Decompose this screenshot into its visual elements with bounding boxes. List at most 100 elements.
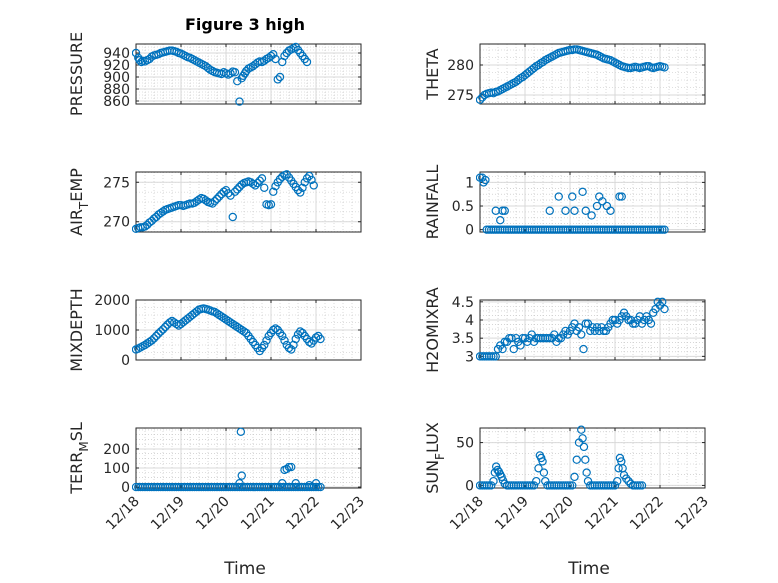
data-point (287, 462, 296, 472)
data-point (538, 457, 547, 466)
data-point (309, 181, 318, 190)
data-point (613, 476, 622, 486)
data-point (278, 331, 287, 341)
y-tick-label: 860 (103, 94, 130, 110)
data-point (578, 434, 587, 443)
data-point (660, 63, 669, 72)
data-point (269, 50, 278, 59)
data-point (583, 476, 593, 486)
y-axis-label: THETA (423, 48, 442, 100)
data-point (582, 468, 591, 477)
data-point (266, 200, 276, 209)
data-point (581, 455, 590, 464)
data-point (311, 333, 321, 342)
y-tick-label: 1000 (94, 323, 130, 339)
y-tick-label: 100 (103, 461, 130, 477)
data-point (280, 336, 289, 345)
data-point (302, 57, 312, 67)
data-point (236, 427, 246, 437)
data-point (233, 185, 242, 194)
y-tick-label: 3.5 (452, 331, 474, 347)
data-point (496, 215, 505, 225)
data-point (215, 192, 224, 201)
data-point (156, 327, 165, 336)
data-point (525, 481, 534, 490)
data-point (269, 325, 278, 335)
data-point (615, 192, 624, 201)
data-point (660, 304, 669, 314)
y-axis-label: H2OMIXRA (423, 287, 442, 373)
data-series (132, 170, 318, 234)
data-point (476, 95, 485, 104)
y-tick-label: 280 (447, 58, 474, 74)
data-point (287, 345, 296, 354)
data-point (570, 206, 579, 215)
data-point (507, 333, 516, 343)
data-point (610, 481, 620, 490)
data-point (248, 179, 258, 189)
data-point (482, 481, 491, 490)
data-series (476, 425, 647, 490)
data-series (132, 427, 325, 492)
data-point (228, 212, 237, 222)
data-point (554, 192, 563, 201)
axes-box (479, 43, 706, 105)
data-point (624, 476, 633, 486)
data-point (527, 481, 536, 490)
data-point (149, 334, 159, 343)
y-tick-label: 3 (465, 349, 474, 365)
data-point (516, 341, 525, 350)
data-point (532, 476, 541, 486)
data-point (269, 187, 278, 196)
y-tick-label: 275 (103, 175, 130, 191)
data-point (152, 331, 161, 341)
data-point (235, 479, 244, 488)
y-axis-label: RAINFALL (423, 165, 442, 240)
data-point (291, 334, 300, 344)
data-point (646, 319, 656, 328)
x-axis-label-left: Time (223, 559, 266, 579)
data-point (614, 464, 623, 473)
data-point (137, 57, 146, 67)
y-axis-label-subscript: M (77, 441, 91, 451)
y-axis-label: AIRTEMP (67, 168, 91, 236)
data-point (273, 75, 282, 84)
data-series (132, 304, 325, 356)
x-axis-label-right: Time (567, 559, 610, 579)
data-point (633, 481, 642, 490)
axes-box (135, 427, 362, 489)
data-point (237, 471, 246, 480)
data-point (539, 468, 549, 477)
data-point (534, 464, 543, 473)
data-point (192, 307, 201, 316)
y-axis-label-subscript: F (433, 453, 447, 460)
data-point (239, 327, 249, 336)
y-tick-label: 270 (103, 215, 130, 231)
data-point (635, 481, 644, 490)
data-point (545, 206, 554, 215)
y-axis-label-part: SL (67, 422, 86, 441)
y-tick-label: 275 (447, 88, 474, 104)
data-point (491, 352, 500, 361)
data-point (291, 479, 300, 488)
y-axis-label-part: SUN (423, 460, 442, 494)
axes-box (479, 299, 706, 361)
data-point (307, 175, 316, 185)
data-point (158, 207, 168, 216)
data-point (201, 196, 210, 205)
subplot-h2omixra: 3 3.5 4 4.5 H2OMIXRA (423, 287, 706, 373)
data-point (563, 481, 572, 490)
y-axis-label: MIXDEPTH (67, 288, 86, 371)
data-series (476, 297, 669, 361)
y-tick-label: 2000 (94, 293, 130, 309)
data-point (284, 462, 294, 472)
data-point (230, 67, 240, 77)
y-axis-label-part: EMP (67, 168, 86, 202)
data-point (577, 425, 586, 434)
data-point (298, 183, 307, 192)
y-tick-label: 1 (465, 175, 474, 191)
y-axis-label: PRESSURE (67, 32, 86, 116)
